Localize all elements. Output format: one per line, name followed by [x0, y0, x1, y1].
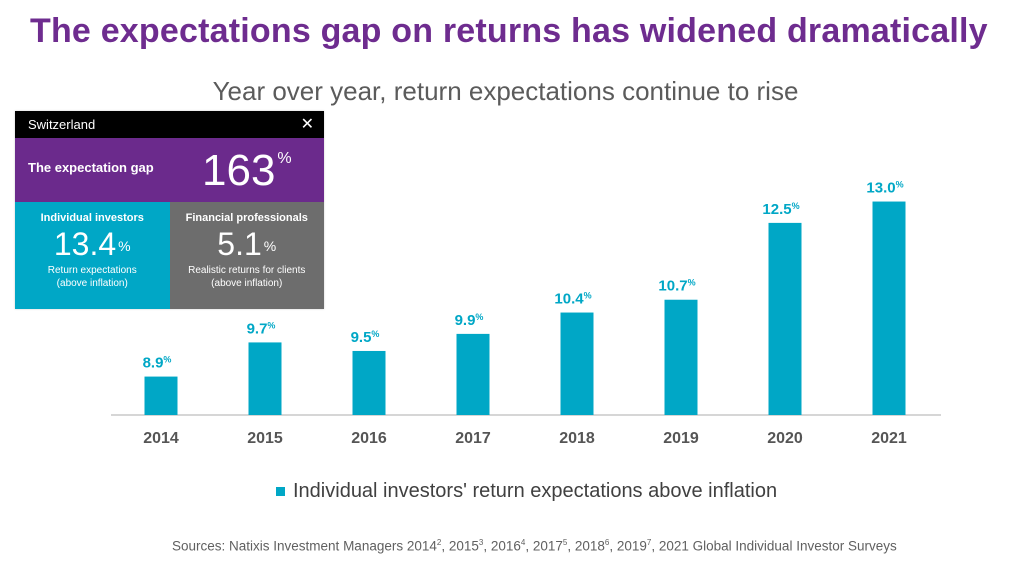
comparison-panel: Individual investors 13.4% Return expect…: [15, 202, 324, 309]
professional-number: 5.1: [217, 226, 262, 262]
gap-number: 163: [202, 146, 276, 195]
gap-value: 163%: [202, 146, 292, 196]
desc-line: Realistic returns for clients: [188, 265, 306, 276]
footnote-ref: 5: [562, 538, 568, 547]
sources-text: , 2018: [567, 538, 605, 554]
legend-label: Individual investors' return expectation…: [293, 480, 778, 502]
x-tick-2018: 2018: [559, 430, 595, 447]
bar-2021: [872, 201, 906, 415]
desc-line: Return expectations: [47, 265, 137, 276]
bar-2016: [352, 350, 386, 415]
bar-2014: [144, 376, 178, 415]
desc-line: (above inflation): [56, 278, 128, 289]
x-tick-2021: 2021: [871, 430, 907, 447]
footnote-ref: 2: [436, 538, 442, 547]
x-tick-2014: 2014: [143, 430, 179, 447]
professional-value: 5.1%: [170, 226, 325, 262]
professional-desc: Realistic returns for clients (above inf…: [170, 264, 325, 290]
bar-2015: [248, 342, 282, 415]
footnote-ref: 6: [604, 538, 610, 547]
individual-heading: Individual investors: [40, 212, 144, 224]
footnote-ref: 7: [646, 538, 652, 547]
sources-prefix: Sources: Natixis Investment Managers 201…: [172, 538, 437, 554]
data-label-2017: 9.9%: [455, 312, 484, 329]
legend-swatch: [276, 487, 285, 496]
footnote-ref: 4: [520, 538, 526, 547]
percent-sign: %: [263, 238, 277, 254]
individual-desc: Return expectations (above inflation): [15, 264, 170, 290]
gap-label: The expectation gap: [28, 160, 154, 175]
individual-value: 13.4%: [15, 226, 170, 262]
close-icon[interactable]: ✕: [300, 115, 314, 133]
card-header: Switzerland ✕: [15, 111, 324, 138]
sources-text: , 2016: [483, 538, 521, 554]
bar-2018: [560, 312, 594, 415]
data-label-2018: 10.4%: [554, 291, 591, 308]
page-title: The expectations gap on returns has wide…: [30, 12, 988, 50]
sources-suffix: , 2021 Global Individual Investor Survey…: [651, 538, 897, 554]
financial-professionals-box: Financial professionals 5.1% Realistic r…: [169, 202, 325, 309]
percent-sign: %: [118, 238, 131, 254]
sources-text: , 2019: [609, 538, 647, 554]
expectation-gap-card: Switzerland ✕ The expectation gap 163% I…: [15, 111, 324, 309]
footnote-ref: 3: [478, 538, 484, 547]
bar-2019: [664, 299, 698, 415]
data-label-2019: 10.7%: [658, 278, 695, 295]
x-tick-2020: 2020: [767, 430, 803, 447]
gap-panel: The expectation gap 163%: [15, 138, 324, 202]
data-label-2015: 9.7%: [247, 320, 276, 337]
chart-subtitle: Year over year, return expectations cont…: [212, 76, 799, 106]
x-tick-2019: 2019: [663, 430, 699, 447]
percent-sign: %: [277, 150, 292, 167]
bar-2017: [456, 333, 490, 415]
individual-investors-box: Individual investors 13.4% Return expect…: [15, 202, 170, 309]
data-label-2021: 13.0%: [866, 180, 903, 197]
sources-note: Sources: Natixis Investment Managers 201…: [172, 538, 897, 554]
data-label-2014: 8.9%: [143, 355, 172, 372]
sources-text: , 2015: [441, 538, 479, 554]
x-tick-2016: 2016: [351, 430, 387, 447]
country-label: Switzerland: [28, 117, 96, 132]
data-label-2020: 12.5%: [762, 201, 799, 218]
data-label-2016: 9.5%: [351, 329, 380, 346]
bar-2020: [768, 222, 802, 415]
individual-number: 13.4: [53, 226, 117, 262]
x-tick-2015: 2015: [247, 430, 283, 447]
x-tick-2017: 2017: [455, 430, 491, 447]
chart-legend: Individual investors' return expectation…: [276, 480, 777, 503]
professional-heading: Financial professionals: [185, 212, 308, 224]
desc-line: (above inflation): [211, 278, 283, 289]
sources-text: , 2017: [525, 538, 563, 554]
